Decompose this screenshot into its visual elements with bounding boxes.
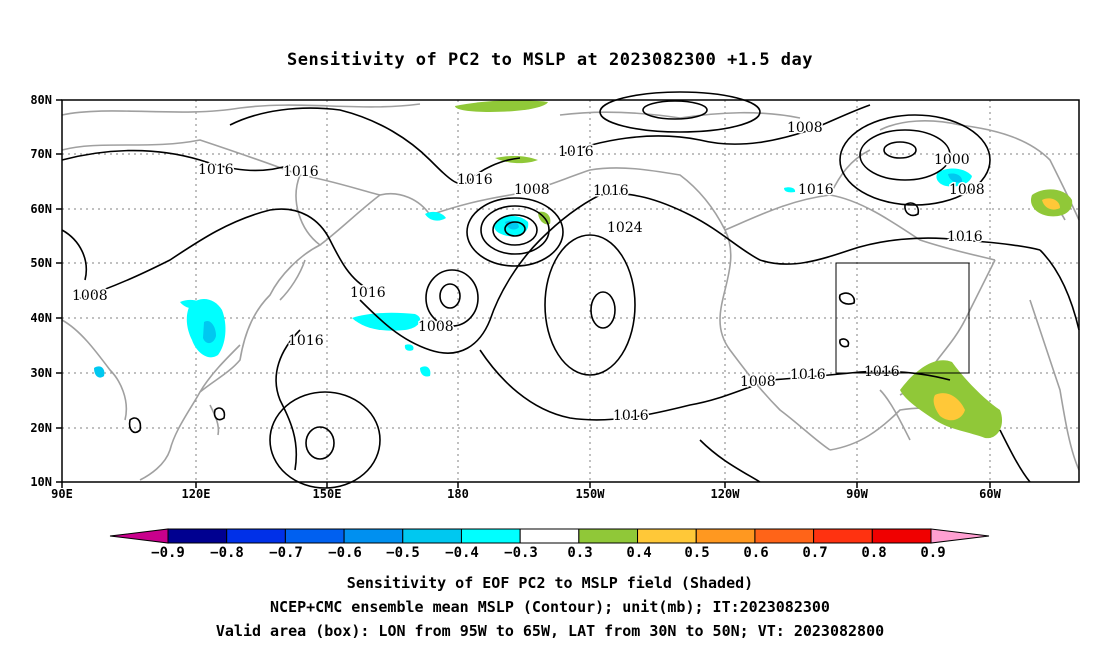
contour-label: 1016: [613, 408, 649, 424]
contour-label: 1016: [283, 164, 319, 180]
colorbar-cell: [578, 528, 639, 544]
axis-ticks: [56, 99, 991, 488]
colorbar-label: −0.3: [504, 545, 538, 561]
caption-line-3: Valid area (box): LON from 95W to 65W, L…: [215, 622, 885, 640]
colorbar-cell: [460, 528, 521, 544]
map-title: Sensitivity of PC2 to MSLP at 2023082300…: [286, 50, 813, 70]
colorbar-cell: [871, 528, 932, 544]
colorbar-label: 0.9: [920, 545, 946, 561]
contour-label: 1008: [787, 120, 823, 136]
colorbar-cell: [402, 528, 462, 544]
contour-label: 1016: [798, 182, 834, 198]
contour-label: 1016: [947, 229, 983, 245]
colorbar-cell: [343, 528, 404, 544]
colorbar-label: 0.8: [861, 545, 887, 561]
lat-label: 20N: [30, 421, 52, 435]
lat-label: 40N: [30, 311, 52, 325]
colorbar-label: −0.6: [328, 545, 362, 561]
contour-label: 1016: [864, 364, 900, 380]
colorbar-cell: [637, 528, 697, 544]
colorbar-label: −0.7: [269, 545, 303, 561]
contour-label: 1016: [790, 367, 826, 383]
colorbar-cell: [754, 528, 815, 544]
contour-label: 1008: [72, 288, 108, 304]
valid-area-box: [835, 262, 970, 374]
colorbar-high-arrow: [930, 528, 990, 544]
lat-label: 60N: [30, 202, 52, 216]
contour-label: 1008: [418, 319, 454, 335]
lon-label: 150E: [312, 487, 342, 501]
colorbar-label: −0.4: [445, 545, 479, 561]
contour-label: 1016: [593, 183, 629, 199]
lon-label: 90E: [51, 487, 73, 501]
contour-label: 1016: [457, 172, 493, 188]
contour-label: 1016: [350, 285, 386, 301]
colorbar-label: 0.6: [743, 545, 769, 561]
colorbar-label: 0.7: [802, 545, 828, 561]
lat-lon-grid: [62, 100, 1079, 482]
map-frame: [61, 99, 1080, 483]
contour-label: 1016: [288, 333, 324, 349]
colorbar-label: −0.5: [386, 545, 420, 561]
contour-label: 1008: [740, 374, 776, 390]
caption-line-2: NCEP+CMC ensemble mean MSLP (Contour); u…: [270, 598, 830, 616]
contour-labels: 1016 1016 1016 1008 1016 1024 1008 1016 …: [71, 119, 987, 426]
contour-label: 1024: [607, 220, 643, 236]
contour-label: 1008: [514, 182, 550, 198]
contour-label: 1016: [198, 162, 234, 178]
lon-label: 150W: [575, 487, 605, 501]
colorbar-cell: [813, 528, 873, 544]
colorbar-label: −0.9: [151, 545, 185, 561]
lon-label: 90W: [846, 487, 868, 501]
coastlines: [61, 103, 1080, 481]
lat-label: 70N: [30, 147, 52, 161]
colorbar-label: 0.4: [626, 545, 652, 561]
colorbar-label: 0.5: [684, 545, 710, 561]
colorbar-label: 0.3: [567, 545, 593, 561]
colorbar-cell: [167, 528, 228, 544]
lon-label: 60W: [979, 487, 1001, 501]
contour-label: 1016: [558, 144, 594, 160]
colorbar-label: −0.8: [210, 545, 244, 561]
lat-label: 30N: [30, 366, 52, 380]
lat-label: 80N: [30, 93, 52, 107]
colorbar-cell: [519, 528, 580, 544]
lon-label: 120W: [710, 487, 740, 501]
colorbar-cell: [226, 528, 286, 544]
caption-line-1: Sensitivity of EOF PC2 to MSLP field (Sh…: [346, 574, 754, 592]
lon-label: 180: [447, 487, 469, 501]
colorbar-cell: [284, 528, 345, 544]
contour-label: 1008: [949, 182, 985, 198]
colorbar-cell: [695, 528, 756, 544]
lat-label: 10N: [30, 475, 52, 489]
mslp-contours: [61, 91, 1080, 489]
colorbar-low-arrow: [109, 528, 169, 544]
lat-label: 50N: [30, 256, 52, 270]
colorbar: [109, 528, 990, 544]
contour-label: 1000: [934, 152, 970, 168]
lon-label: 120E: [181, 487, 211, 501]
